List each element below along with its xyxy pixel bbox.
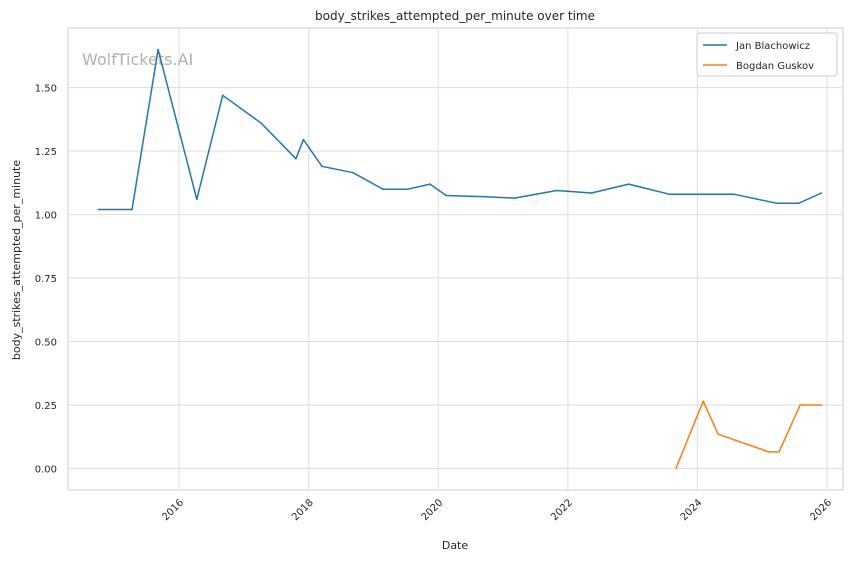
y-tick-label-1-00: 1.00: [35, 211, 57, 222]
y-tick-label-1-50: 1.50: [35, 84, 57, 95]
chart-title: body_strikes_attempted_per_minute over t…: [315, 9, 595, 23]
data-point-jan-blachowicz-4: [221, 94, 224, 97]
data-point-jan-blachowicz-1: [131, 208, 133, 211]
y-tick-label-0-75: 0.75: [35, 274, 57, 285]
data-point-jan-blachowicz-23: [820, 192, 823, 194]
data-point-jan-blachowicz-15: [513, 197, 516, 199]
data-point-jan-blachowicz-20: [733, 193, 736, 196]
data-point-jan-blachowicz-7: [302, 138, 305, 141]
data-point-jan-blachowicz-8: [321, 165, 323, 168]
data-point-bogdan-guskov-6: [820, 404, 823, 406]
data-point-jan-blachowicz-2: [157, 48, 159, 51]
data-point-jan-blachowicz-18: [627, 183, 630, 185]
data-point-jan-blachowicz-21: [775, 202, 778, 204]
y-tick-label-1-25: 1.25: [35, 147, 57, 158]
data-point-jan-blachowicz-11: [406, 188, 409, 190]
data-point-jan-blachowicz-17: [590, 192, 593, 194]
x-tick-label-2016: 2016: [160, 497, 186, 523]
x-tick-label-2020: 2020: [420, 497, 446, 523]
grid: [68, 28, 843, 490]
x-axis-label: Date: [442, 539, 469, 552]
data-point-jan-blachowicz-10: [382, 188, 384, 190]
data-point-jan-blachowicz-9: [352, 171, 354, 174]
y-tick-label-0-25: 0.25: [35, 401, 57, 412]
y-tick-label-0-00: 0.00: [35, 464, 57, 475]
plot-area: [67, 27, 844, 491]
data-point-jan-blachowicz-16: [555, 189, 558, 192]
data-point-bogdan-guskov-2: [717, 433, 719, 436]
legend-box: [696, 32, 838, 77]
data-point-bogdan-guskov-3: [768, 451, 770, 453]
legend: Jan Blachowicz Bogdan Guskov: [696, 32, 838, 77]
data-point-jan-blachowicz-5: [260, 122, 263, 124]
y-tick-label-0-50: 0.50: [35, 338, 57, 349]
data-point-jan-blachowicz-3: [196, 198, 198, 201]
data-point-jan-blachowicz-19: [668, 193, 671, 196]
y-axis-label: body_strikes_attempted_per_minute: [10, 160, 23, 360]
series-group: [97, 48, 823, 470]
legend-label-jan-blachowicz: Jan Blachowicz: [735, 41, 810, 52]
data-point-jan-blachowicz-12: [429, 183, 431, 185]
data-point-bogdan-guskov-4: [778, 451, 780, 453]
x-tick-label-2024: 2024: [679, 497, 705, 523]
data-point-jan-blachowicz-13: [445, 194, 448, 197]
data-point-jan-blachowicz-0: [97, 208, 100, 211]
watermark: WolfTickets.AI: [82, 50, 193, 69]
x-tick-label-2018: 2018: [290, 497, 316, 523]
data-point-bogdan-guskov-0: [675, 467, 677, 470]
data-point-jan-blachowicz-6: [295, 157, 297, 160]
data-point-bogdan-guskov-1: [702, 400, 704, 403]
series-line-jan-blachowicz: [98, 48, 822, 211]
data-point-jan-blachowicz-22: [798, 202, 800, 204]
legend-label-bogdan-guskov: Bogdan Guskov: [736, 61, 814, 72]
data-point-jan-blachowicz-14: [485, 196, 487, 198]
x-tick-label-2026: 2026: [808, 497, 834, 523]
x-tick-label-2022: 2022: [549, 497, 575, 523]
data-point-bogdan-guskov-5: [799, 404, 801, 406]
